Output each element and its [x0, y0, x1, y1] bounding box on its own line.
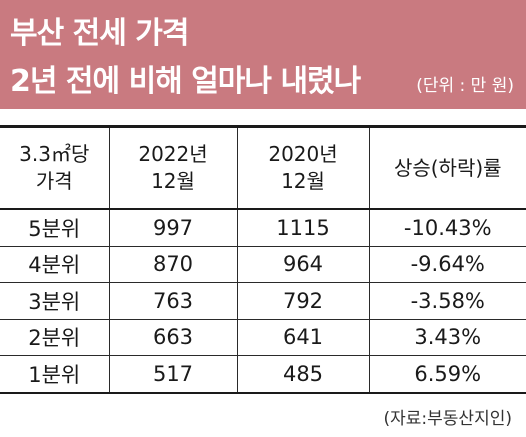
column-header-line: 2020년 [268, 142, 338, 166]
change-rate-cell: 3.43% [368, 318, 526, 356]
table-row: 2분위 663 641 3.43% [0, 318, 526, 356]
price-2022-cell: 663 [108, 318, 237, 356]
column-header-line: 상승(하락)률 [393, 155, 502, 180]
table-row: 1분위 517 485 6.59% [0, 355, 526, 393]
quintile-cell: 4분위 [0, 245, 109, 283]
column-header-line: 12월 [151, 169, 195, 193]
table-row: 5분위 997 1115 -10.43% [0, 209, 526, 246]
title-banner: 부산 전세 가격 2년 전에 비해 얼마나 내렸나 (단위 : 만 원) [0, 0, 526, 109]
price-2022-cell: 870 [108, 245, 237, 283]
price-2022-cell: 763 [108, 282, 237, 319]
price-table: 3.3㎡당 가격 2022년 12월 2020년 12월 상승(하락)률 5분위… [0, 125, 526, 394]
change-rate-cell: 6.59% [368, 355, 526, 393]
quintile-cell: 5분위 [28, 216, 81, 241]
table-row: 4분위 870 964 -9.64% [0, 245, 526, 283]
column-header-2022: 2022년 12월 [108, 126, 237, 209]
source-note: (자료:부동산지인) [383, 409, 512, 429]
price-2020-cell: 964 [236, 245, 369, 283]
change-rate-cell: -3.58% [368, 282, 526, 319]
price-2020-cell: 641 [236, 318, 369, 356]
quintile-cell: 1분위 [0, 355, 109, 393]
unit-note: (단위 : 만 원) [416, 76, 514, 96]
quintile-cell: 3분위 [0, 282, 109, 319]
table-row: 3분위 763 792 -3.58% [0, 282, 526, 319]
change-rate-cell: -9.64% [368, 245, 526, 283]
column-header-line: 가격 [35, 169, 73, 193]
column-header-2020: 2020년 12월 [236, 126, 369, 209]
column-header-line: 3.3㎡당 [19, 142, 90, 166]
price-2020-cell: 485 [236, 355, 369, 393]
price-2020-cell: 792 [236, 282, 369, 319]
column-header-line: 2022년 [138, 142, 208, 166]
column-header-price: 3.3㎡당 가격 [0, 127, 109, 210]
column-header-change: 상승(하락)률 [368, 126, 526, 209]
price-2022-cell: 997 [108, 209, 237, 246]
title-line-2: 2년 전에 비해 얼마나 내렸나 [10, 64, 361, 99]
price-2022-cell: 517 [108, 355, 237, 393]
price-2020-cell: 1115 [236, 209, 369, 246]
header-row: 3.3㎡당 가격 2022년 12월 2020년 12월 상승(하락)률 [0, 126, 526, 210]
change-rate-cell: -10.43% [368, 209, 526, 246]
column-header-line: 12월 [281, 169, 325, 193]
title-line-1: 부산 전세 가격 [10, 16, 189, 51]
quintile-cell: 2분위 [0, 318, 109, 356]
